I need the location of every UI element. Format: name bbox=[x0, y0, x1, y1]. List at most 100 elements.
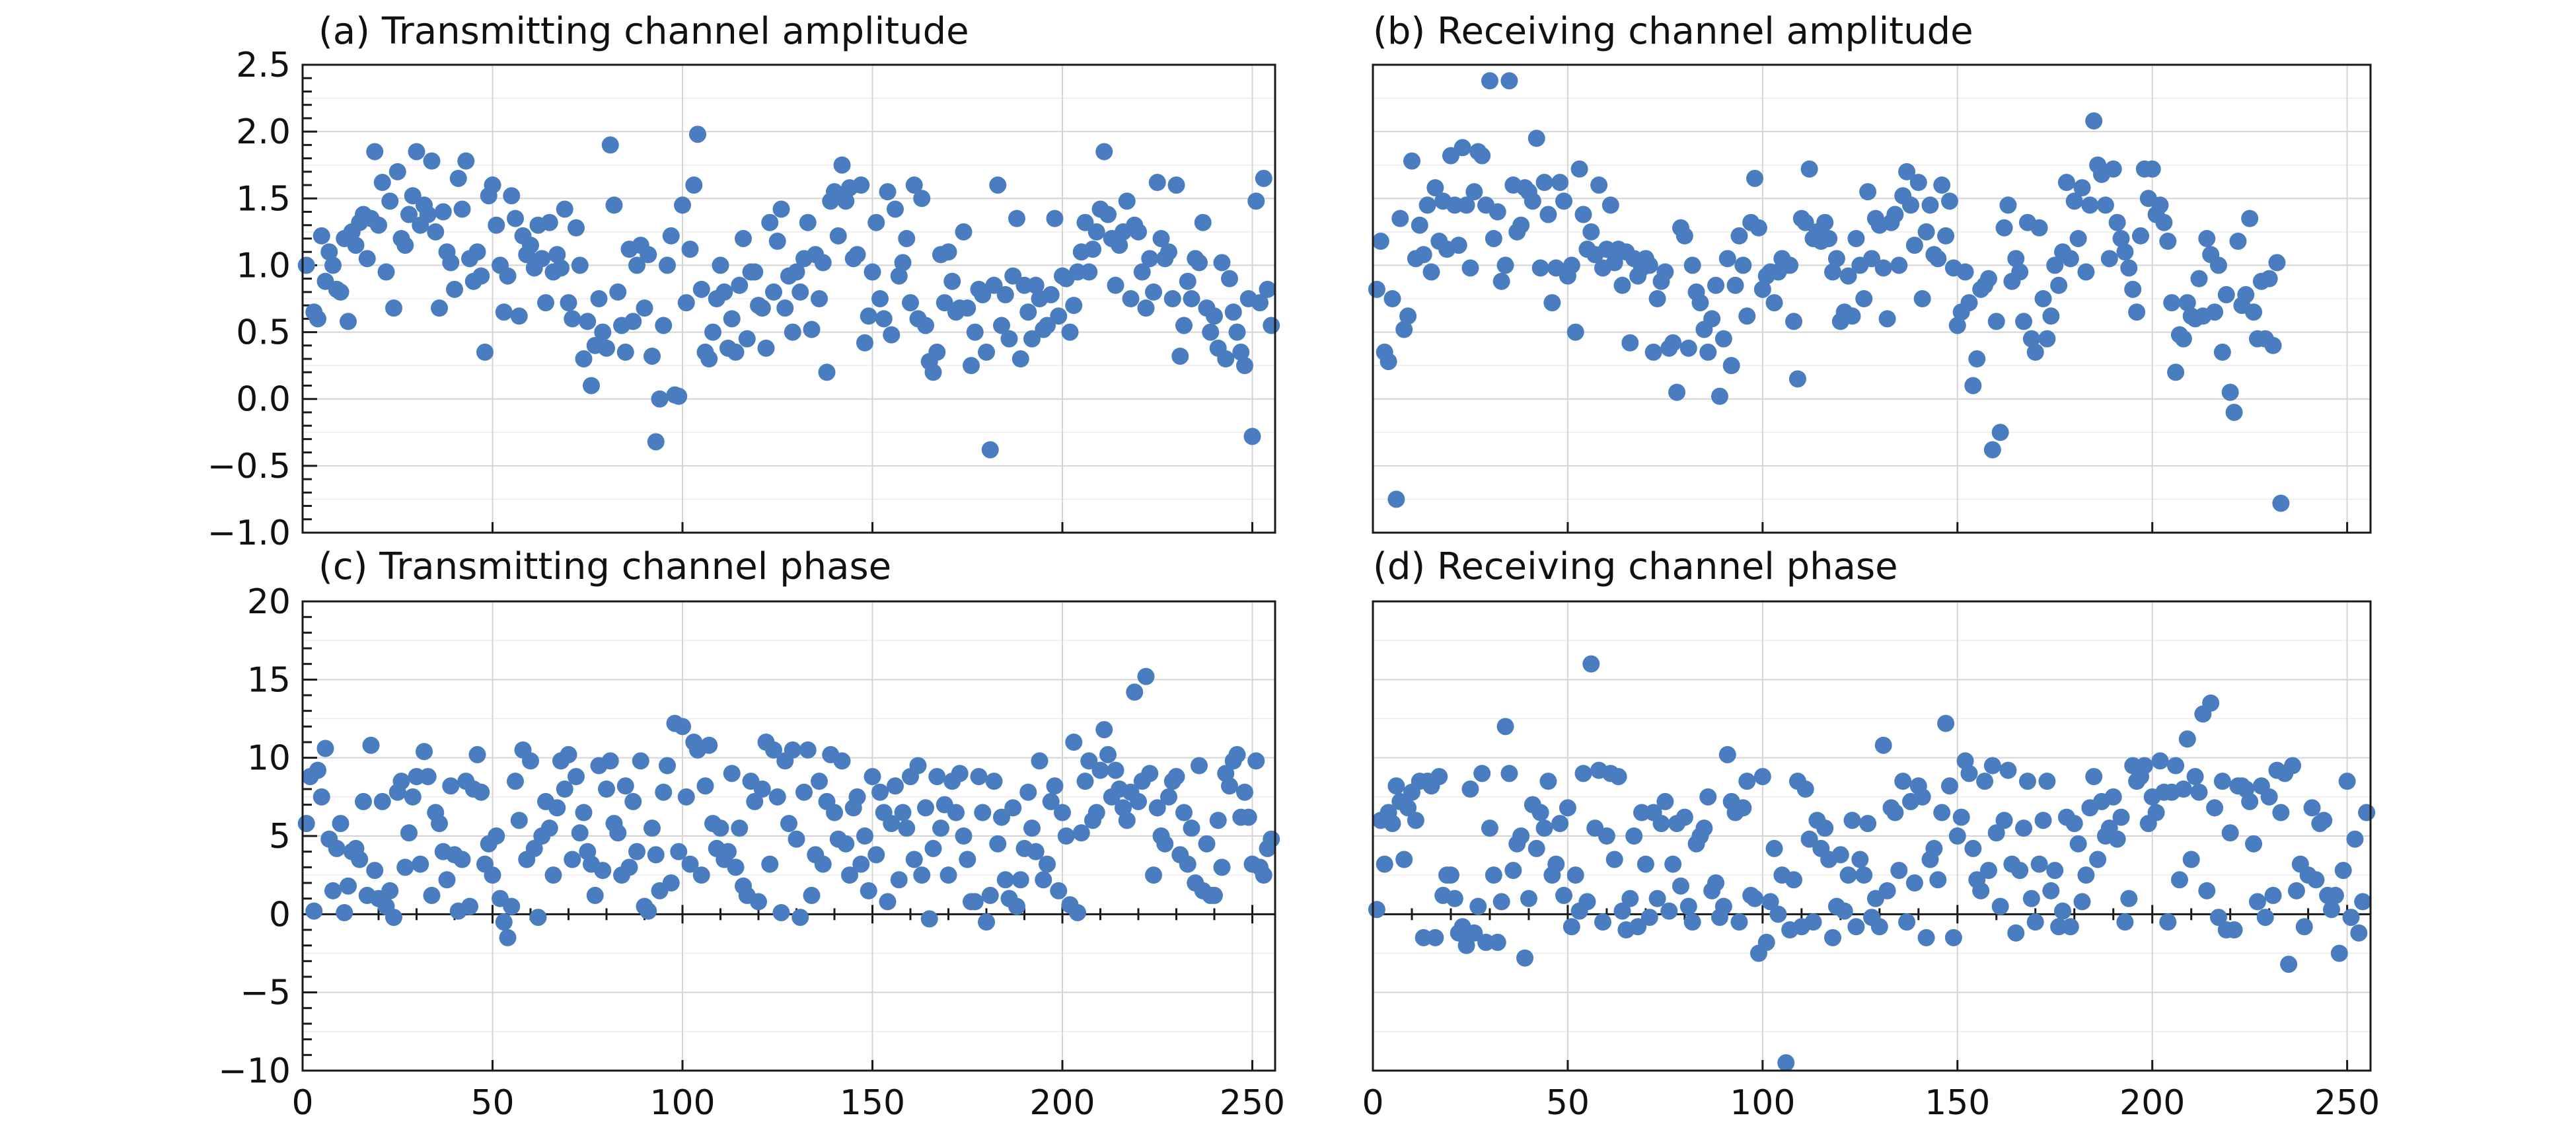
plot-a-point bbox=[1122, 290, 1140, 307]
plot-a-point bbox=[674, 196, 691, 214]
panel-d: (d) Receiving channel phase 0 50 100 150 200… bbox=[1362, 545, 2380, 1123]
plot-d-point bbox=[1457, 936, 1475, 954]
plot-b-point bbox=[1820, 229, 1838, 247]
plot-a-point bbox=[692, 280, 710, 298]
plot-d-point bbox=[2326, 886, 2344, 904]
plot-c-point bbox=[316, 740, 334, 757]
plot-c-point bbox=[924, 839, 942, 857]
plot-d-point bbox=[2330, 944, 2348, 962]
plot-c-point bbox=[1023, 819, 1041, 837]
plot-b-point bbox=[1901, 196, 1919, 214]
plot-b-point bbox=[2131, 227, 2149, 245]
plot-a-point bbox=[385, 299, 402, 317]
plot-c-point bbox=[978, 913, 995, 931]
plot-d-point bbox=[1940, 777, 1958, 795]
plot-c-point bbox=[564, 851, 581, 868]
plot-d-point bbox=[2272, 804, 2290, 821]
plot-d-point bbox=[2018, 773, 2036, 790]
plot-c-point bbox=[431, 815, 448, 833]
plot-c-point bbox=[297, 815, 315, 833]
plot-c-point bbox=[985, 773, 1003, 790]
plot-a-point bbox=[579, 313, 597, 330]
plot-d-point bbox=[2303, 799, 2321, 817]
plot-d-point bbox=[1991, 897, 2009, 915]
plot-b-point bbox=[2221, 383, 2239, 401]
plot-a-point bbox=[313, 227, 330, 245]
plot-c-point bbox=[1087, 804, 1105, 821]
plot-a-y-tick-label: 1.5 bbox=[236, 179, 291, 219]
plot-a-point bbox=[955, 223, 973, 241]
plot-c-point bbox=[917, 799, 934, 817]
plot-c-point bbox=[867, 846, 885, 864]
plot-a-point bbox=[996, 285, 1014, 303]
plot-d-point bbox=[1843, 812, 1861, 829]
plot-c-point bbox=[419, 768, 437, 786]
plot-b-point bbox=[2104, 160, 2122, 178]
plot-a-point bbox=[533, 250, 551, 268]
plot-d-point bbox=[1664, 855, 1682, 873]
plot-a-point bbox=[811, 290, 828, 307]
plot-a-point bbox=[377, 263, 395, 281]
plot-c-point bbox=[947, 804, 965, 821]
plot-d-point bbox=[2248, 893, 2266, 911]
plot-a-point bbox=[1263, 317, 1280, 334]
plot-b-point bbox=[1668, 383, 1686, 401]
plot-d-point bbox=[1387, 777, 1405, 795]
plot-b-point bbox=[1512, 216, 1530, 234]
plot-a-point bbox=[616, 343, 634, 361]
plot-d-point bbox=[1578, 893, 1596, 911]
plot-a-point bbox=[601, 136, 619, 154]
plot-b-point bbox=[2237, 285, 2255, 303]
panel-b-title: (b) Receiving channel amplitude bbox=[1373, 10, 1973, 53]
plot-d-point bbox=[1831, 846, 1849, 864]
plot-a-point bbox=[495, 303, 513, 321]
plot-b-point bbox=[2081, 196, 2099, 214]
plot-d-point bbox=[1765, 839, 1783, 857]
plot-c-point bbox=[765, 741, 782, 759]
plot-a-point bbox=[594, 323, 612, 341]
plot-d-point bbox=[1555, 886, 1573, 904]
plot-a-point bbox=[1145, 283, 1162, 301]
plot-c-point bbox=[662, 874, 680, 892]
plot-c-point bbox=[412, 855, 429, 873]
plot-a-point bbox=[423, 152, 441, 170]
plot-c-point bbox=[913, 866, 931, 884]
plot-d-point bbox=[1839, 866, 1857, 884]
plot-d-point bbox=[1898, 913, 1916, 931]
plot-c-point bbox=[1008, 897, 1025, 915]
plot-d-x-tick-label: 150 bbox=[1925, 1083, 1990, 1123]
plot-a-point bbox=[959, 299, 976, 317]
plot-a-point bbox=[681, 241, 699, 258]
plot-c-point bbox=[905, 851, 923, 868]
plot-d-point bbox=[1660, 902, 1678, 920]
plot-d-point bbox=[2030, 855, 2048, 873]
plot-d-point bbox=[1987, 824, 2005, 842]
plot-b-point bbox=[1788, 370, 1806, 388]
plot-d-point bbox=[1407, 812, 1424, 829]
plot-b-point bbox=[1796, 213, 1814, 231]
plot-d-point bbox=[2061, 918, 2079, 936]
plot-b-point bbox=[2015, 313, 2033, 330]
plot-d-point bbox=[2104, 788, 2122, 806]
plot-a-y-tick-label: 0.0 bbox=[236, 380, 291, 420]
plot-b-point bbox=[1855, 290, 1873, 307]
plot-d-point bbox=[1656, 792, 1674, 810]
plot-b-point bbox=[1983, 441, 2001, 459]
plot-a-point bbox=[936, 294, 953, 312]
plot-c-point bbox=[696, 777, 714, 795]
plot-a-point bbox=[1065, 297, 1083, 315]
plot-d-point bbox=[2077, 866, 2095, 884]
plot-a-point bbox=[1137, 299, 1155, 317]
plot-c-point bbox=[932, 819, 949, 837]
plot-c-point bbox=[442, 777, 460, 795]
plot-b-point bbox=[1987, 313, 2005, 330]
plot-c-point bbox=[1091, 761, 1109, 779]
plot-a-point bbox=[981, 441, 999, 459]
plot-c-point bbox=[803, 886, 821, 904]
plot-a-point bbox=[963, 357, 980, 375]
plot-c-point bbox=[404, 788, 422, 806]
plot-d-point bbox=[1777, 1054, 1795, 1072]
plot-a-point bbox=[624, 313, 642, 330]
plot-a-point bbox=[867, 213, 885, 231]
plot-d-point bbox=[1800, 830, 1818, 848]
